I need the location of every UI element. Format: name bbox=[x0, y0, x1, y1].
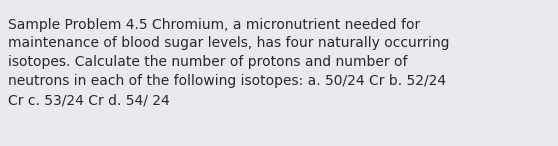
Text: Sample Problem 4.5 Chromium, a micronutrient needed for
maintenance of blood sug: Sample Problem 4.5 Chromium, a micronutr… bbox=[8, 18, 449, 107]
